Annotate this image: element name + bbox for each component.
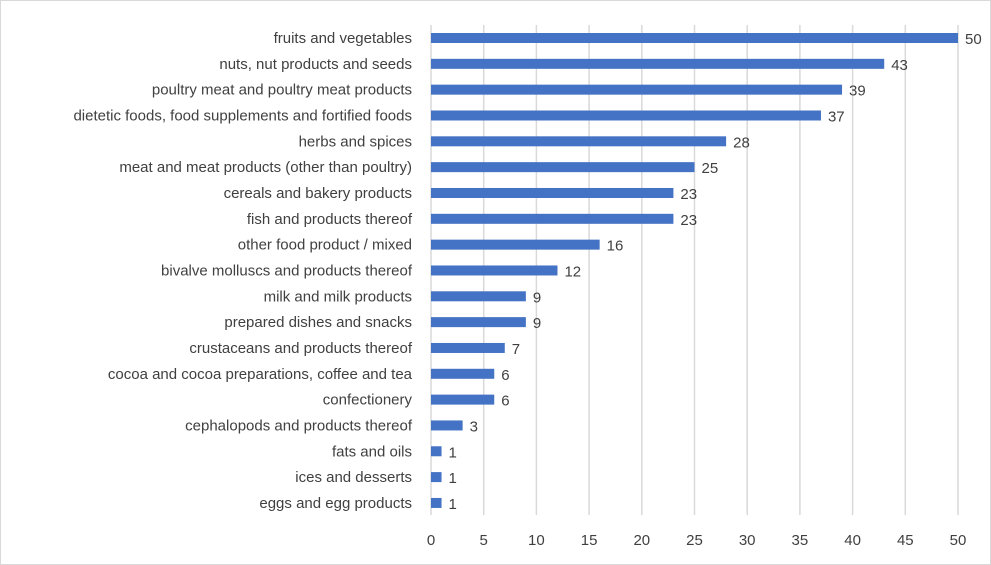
data-label: 12 <box>564 263 581 280</box>
bar <box>431 239 600 250</box>
category-label: meat and meat products (other than poult… <box>119 159 412 176</box>
category-label: cocoa and cocoa preparations, coffee and… <box>108 366 413 383</box>
category-label: cereals and bakery products <box>224 185 412 202</box>
x-tick-label: 15 <box>581 532 598 549</box>
category-label: eggs and egg products <box>259 495 412 512</box>
data-label: 23 <box>680 186 697 203</box>
bar <box>431 420 463 431</box>
data-label: 28 <box>733 134 750 151</box>
category-label: prepared dishes and snacks <box>224 314 412 331</box>
x-tick-label: 20 <box>633 532 650 549</box>
bar <box>431 265 558 276</box>
bar <box>431 213 674 224</box>
x-tick-label: 45 <box>897 532 914 549</box>
data-label: 9 <box>533 315 541 332</box>
bar <box>431 368 495 379</box>
category-label: poultry meat and poultry meat products <box>152 82 412 99</box>
category-label: dietetic foods, food supplements and for… <box>73 107 412 124</box>
category-label: fruits and vegetables <box>274 30 412 47</box>
bar <box>431 497 442 508</box>
data-label: 1 <box>449 444 457 461</box>
bar <box>431 291 526 302</box>
data-label: 6 <box>501 367 509 384</box>
data-label: 7 <box>512 341 520 358</box>
x-tick-label: 50 <box>950 532 967 549</box>
category-label: confectionery <box>323 392 413 409</box>
data-label: 25 <box>702 160 719 177</box>
bar <box>431 187 674 198</box>
data-label: 39 <box>849 83 866 100</box>
category-label: other food product / mixed <box>238 237 412 254</box>
category-label: crustaceans and products thereof <box>189 340 412 357</box>
data-label: 43 <box>891 57 908 74</box>
data-label: 1 <box>449 496 457 513</box>
category-label: cephalopods and products thereof <box>185 417 413 434</box>
x-tick-label: 10 <box>528 532 545 549</box>
x-tick-label: 30 <box>739 532 756 549</box>
bar <box>431 84 843 95</box>
category-label: bivalve molluscs and products thereof <box>161 262 413 279</box>
category-label: milk and milk products <box>264 288 412 305</box>
category-label: herbs and spices <box>299 133 412 150</box>
bar <box>431 446 442 457</box>
data-label: 23 <box>680 212 697 229</box>
data-label: 1 <box>449 470 457 487</box>
bar <box>431 33 958 43</box>
data-label: 9 <box>533 289 541 306</box>
x-tick-label: 25 <box>686 532 703 549</box>
category-label: nuts, nut products and seeds <box>219 56 412 73</box>
x-tick-label: 5 <box>480 532 488 549</box>
bar <box>431 58 885 69</box>
x-tick-label: 40 <box>844 532 861 549</box>
category-label: ices and desserts <box>295 469 412 486</box>
data-label: 16 <box>607 238 624 255</box>
data-label: 37 <box>828 108 845 125</box>
bar <box>431 342 505 353</box>
bar <box>431 162 695 173</box>
category-label: fish and products thereof <box>247 211 413 228</box>
category-label: fats and oils <box>332 443 412 460</box>
bar <box>431 317 526 328</box>
x-tick-label: 35 <box>792 532 809 549</box>
x-tick-label: 0 <box>427 532 435 549</box>
bar <box>431 472 442 483</box>
data-label: 3 <box>470 418 478 435</box>
data-label: 6 <box>501 393 509 410</box>
bar <box>431 136 727 147</box>
data-label: 50 <box>965 31 982 48</box>
bar <box>431 110 821 121</box>
bar <box>431 394 495 405</box>
